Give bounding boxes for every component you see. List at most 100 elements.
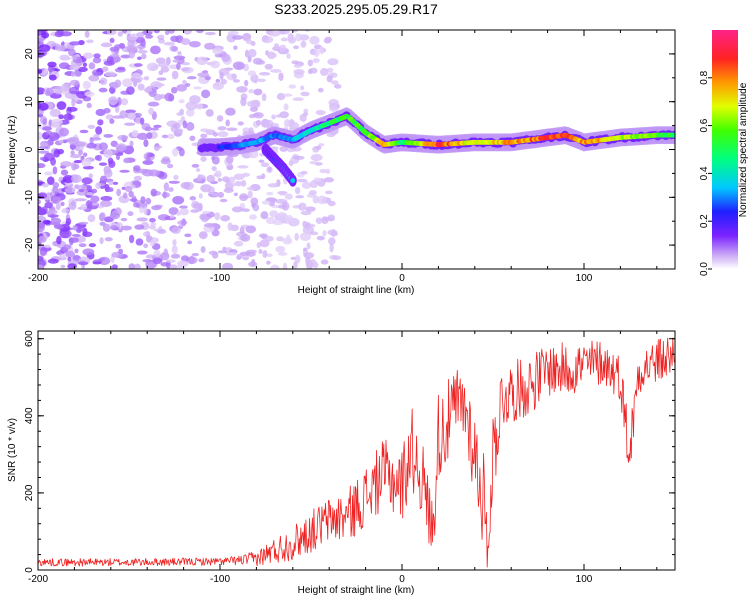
noise-speckle <box>143 76 150 81</box>
noise-speckle <box>67 136 80 145</box>
noise-speckle <box>320 67 329 76</box>
noise-speckle <box>144 126 153 132</box>
noise-speckle <box>284 193 293 200</box>
noise-speckle <box>132 202 140 208</box>
noise-speckle <box>197 72 210 78</box>
noise-speckle <box>237 165 249 169</box>
noise-speckle <box>253 88 263 96</box>
noise-speckle <box>38 150 50 154</box>
noise-speckle <box>83 52 94 59</box>
noise-speckle <box>121 30 128 34</box>
noise-speckle <box>211 156 220 165</box>
noise-speckle <box>187 240 193 245</box>
noise-speckle <box>200 246 206 253</box>
noise-speckle <box>269 210 279 218</box>
noise-speckle <box>162 191 167 199</box>
snr-series-line <box>38 337 675 568</box>
noise-speckle <box>184 233 192 238</box>
noise-speckle <box>172 147 179 157</box>
noise-speckle <box>103 168 113 178</box>
snr-axes: -200 -100 0 100 0 200 400 600 <box>24 330 675 585</box>
noise-speckle <box>300 85 305 91</box>
noise-speckle <box>156 77 167 81</box>
noise-speckle <box>104 237 113 242</box>
noise-speckle <box>296 178 308 183</box>
noise-speckle <box>45 130 53 135</box>
noise-speckle <box>148 107 155 115</box>
noise-speckle <box>85 142 97 149</box>
snr-frame <box>37 330 676 571</box>
noise-speckle <box>267 51 276 60</box>
noise-speckle <box>169 264 178 269</box>
noise-speckle <box>288 84 297 89</box>
noise-speckle <box>246 186 255 191</box>
noise-speckle <box>102 66 109 72</box>
spectrogram-y-tick-label: 10 <box>24 96 35 108</box>
noise-speckle <box>134 224 145 230</box>
noise-speckle <box>164 30 170 36</box>
noise-speckle <box>123 157 130 164</box>
noise-speckle <box>51 196 62 205</box>
noise-speckle <box>303 247 308 252</box>
noise-speckle <box>268 30 281 37</box>
noise-speckle <box>275 114 282 118</box>
noise-speckle <box>70 150 75 156</box>
noise-speckle <box>231 206 244 213</box>
noise-speckle <box>216 115 224 122</box>
noise-speckle <box>45 192 53 199</box>
noise-speckle <box>88 74 100 82</box>
noise-speckle <box>106 30 117 36</box>
noise-speckle <box>129 140 134 148</box>
noise-speckle <box>293 45 299 50</box>
noise-speckle <box>47 209 58 215</box>
snr-panel: -200 -100 0 100 0 200 400 600 Height of straigh… <box>7 330 676 596</box>
noise-speckle <box>158 38 165 44</box>
noise-speckle <box>82 165 95 170</box>
ridge-core <box>671 132 675 138</box>
noise-speckle <box>54 44 66 52</box>
noise-speckle <box>240 233 251 242</box>
noise-speckle <box>86 102 92 109</box>
noise-speckle <box>52 166 58 175</box>
noise-speckle <box>170 86 178 94</box>
noise-speckle <box>106 55 114 65</box>
noise-speckle <box>193 86 202 90</box>
noise-speckle <box>93 53 101 59</box>
noise-speckle <box>120 54 131 59</box>
noise-speckle <box>150 188 157 197</box>
noise-speckle <box>117 134 129 141</box>
noise-speckle <box>233 240 244 247</box>
noise-speckle <box>82 152 88 157</box>
noise-speckle <box>172 195 185 205</box>
noise-speckle <box>326 75 333 83</box>
noise-speckle <box>149 217 156 223</box>
noise-speckle <box>152 257 163 265</box>
noise-speckle <box>41 182 50 188</box>
noise-speckle <box>333 84 342 89</box>
noise-speckle <box>245 38 252 45</box>
noise-speckle <box>50 222 61 226</box>
noise-speckle <box>125 186 133 193</box>
noise-speckle <box>276 92 286 101</box>
noise-speckle <box>283 93 293 97</box>
noise-speckle <box>97 119 104 126</box>
snr-x-tick-label: -100 <box>210 574 230 585</box>
noise-speckle <box>60 169 69 176</box>
noise-speckle <box>314 146 322 150</box>
noise-speckle <box>126 44 138 52</box>
noise-speckle <box>160 262 170 267</box>
colorbar-axes: 0.0 0.2 0.4 0.6 0.8 <box>699 70 712 276</box>
noise-speckle <box>207 186 215 195</box>
noise-speckle <box>282 237 293 245</box>
noise-speckle <box>198 258 205 263</box>
noise-speckle <box>328 237 336 246</box>
noise-speckle <box>185 101 198 111</box>
noise-speckle <box>253 80 258 84</box>
noise-speckle <box>317 195 327 205</box>
noise-speckle <box>38 68 43 74</box>
noise-speckle <box>327 200 336 207</box>
noise-speckle <box>260 162 270 168</box>
noise-speckle <box>330 72 338 78</box>
noise-speckle <box>150 45 161 55</box>
noise-speckle <box>82 248 95 256</box>
